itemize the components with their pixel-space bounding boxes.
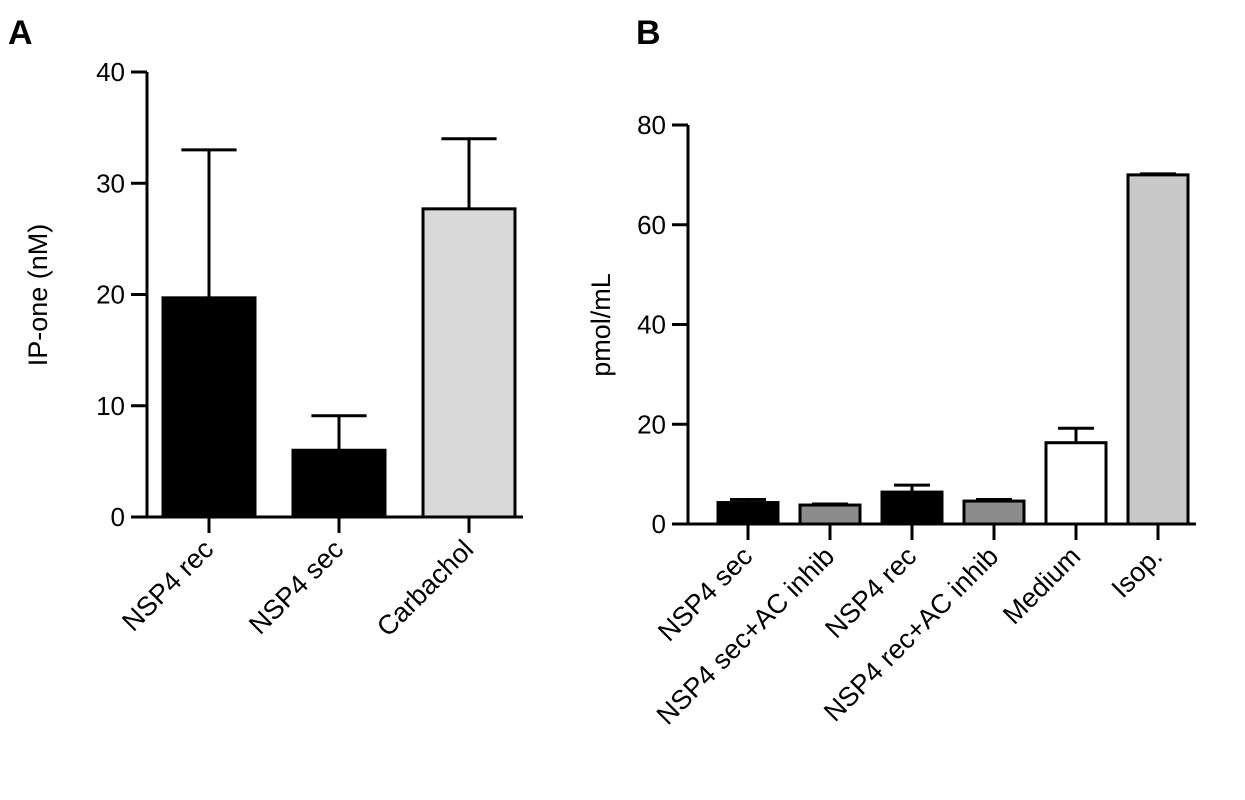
panel-a-bar: [291, 448, 387, 519]
panel-a-y-tick-label: 0: [111, 502, 125, 532]
panel-b-category-label: Medium: [997, 541, 1086, 630]
panel-b-y-tick-label: 80: [637, 110, 666, 140]
panel-a-y-tick-label: 10: [96, 391, 125, 421]
panel-b-bar: [962, 499, 1026, 526]
panel-a-category-label: NSP4 sec: [243, 534, 349, 640]
panel-b-bar: [1126, 173, 1190, 526]
panel-a-category-label: NSP4 rec: [116, 534, 219, 637]
panel-b-category-label: Isop.: [1106, 541, 1169, 604]
panel-a-category-label: Carbachol: [371, 534, 479, 642]
panel-b-bar: [880, 490, 944, 526]
panel-b-letter: B: [636, 14, 661, 52]
panel-b-y-axis-title: pmol/mL: [586, 273, 616, 377]
panel-b-bar: [1044, 441, 1108, 526]
panel-b-y-tick-label: 60: [637, 210, 666, 240]
panel-a-y-tick-label: 30: [96, 168, 125, 198]
panel-a-bar: [421, 207, 517, 519]
panel-a-y-tick-label: 20: [96, 280, 125, 310]
panel-a-letter: A: [8, 14, 33, 52]
panel-b-bar: [798, 503, 862, 526]
panel-b-y-tick-label: 40: [637, 310, 666, 340]
panel-b-y-tick-label: 20: [637, 409, 666, 439]
panel-b-bar: [716, 501, 780, 526]
panel-a-y-tick-label: 40: [96, 57, 125, 87]
panel-b-y-tick-label: 0: [652, 509, 666, 539]
panel-a-y-axis-title: IP-one (nM): [23, 224, 53, 367]
panel-a: A IP-one (nM) 0 10 20 30 40 NSP4 rec NSP4 sec C…: [8, 14, 523, 642]
panel-a-bar: [161, 296, 257, 519]
